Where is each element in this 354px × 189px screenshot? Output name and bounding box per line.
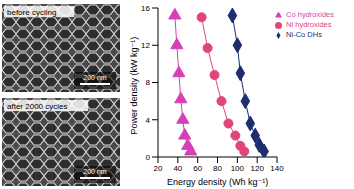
svg-text:before cycling: before cycling xyxy=(8,8,56,17)
html-text:Ni-Co DHs: Ni-Co DHs xyxy=(286,30,322,39)
svg-text:Power density (kW kg⁻¹): Power density (kW kg⁻¹) xyxy=(129,37,139,135)
svg-text:12: 12 xyxy=(141,41,150,50)
svg-text:40: 40 xyxy=(173,164,182,173)
svg-text:0: 0 xyxy=(146,153,151,162)
html-text:Ni hydroxides: Ni hydroxides xyxy=(286,20,332,29)
svg-text:80: 80 xyxy=(213,164,222,173)
svg-text:140: 140 xyxy=(270,164,284,173)
svg-text:200 nm: 200 nm xyxy=(83,168,107,175)
svg-text:120: 120 xyxy=(251,164,265,173)
svg-text:16: 16 xyxy=(141,4,150,13)
html-text:Co hydroxides: Co hydroxides xyxy=(286,10,334,19)
svg-text:after 2000 cycles: after 2000 cycles xyxy=(8,102,67,111)
svg-text:8: 8 xyxy=(146,78,151,87)
svg-text:60: 60 xyxy=(193,164,202,173)
svg-text:100: 100 xyxy=(231,164,245,173)
svg-text:20: 20 xyxy=(154,164,163,173)
svg-text:200 nm: 200 nm xyxy=(83,74,107,81)
svg-text:4: 4 xyxy=(146,116,151,125)
svg-text:Energy density (Wh kg⁻¹): Energy density (Wh kg⁻¹) xyxy=(167,177,268,187)
